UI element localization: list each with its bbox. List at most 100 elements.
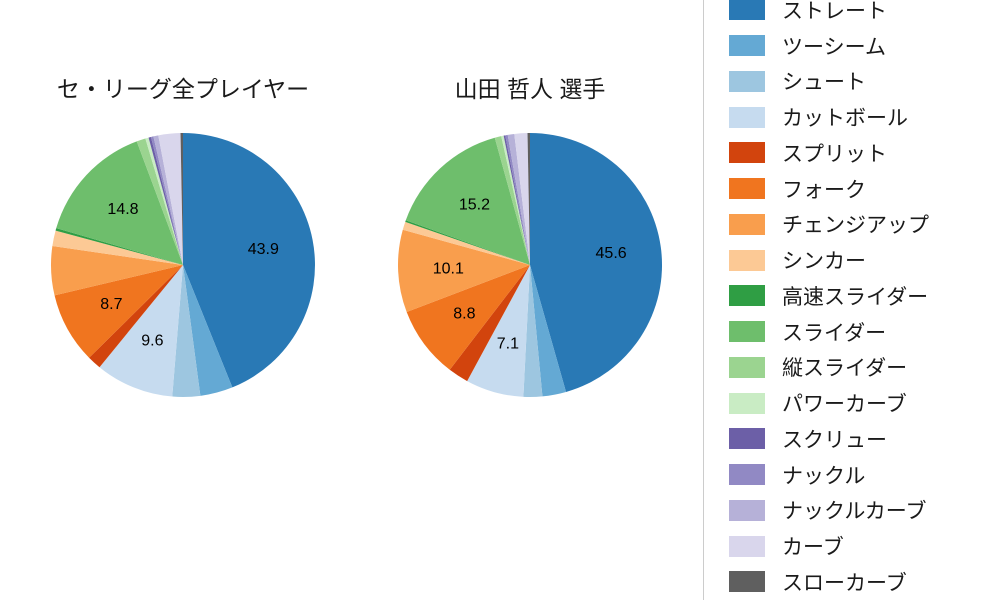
pie-slice-3: [99, 265, 183, 397]
pie-value-label: 45.6: [596, 245, 627, 262]
legend-swatch-icon: [729, 70, 765, 92]
pie-slice-5: [406, 265, 530, 370]
legend-item: ツーシーム: [729, 28, 999, 64]
pie-value-label: 15.2: [459, 197, 490, 214]
legend-swatch-icon: [729, 499, 765, 521]
legend-item: シンカー: [729, 242, 999, 278]
legend-label: パワーカーブ: [782, 393, 907, 417]
chart-title-player: 山田 哲人 選手: [454, 76, 606, 102]
pie-value-label: 9.6: [141, 332, 163, 349]
legend-item: ナックル: [729, 457, 999, 493]
pie-slice-11: [501, 135, 530, 265]
pie-slice-10: [136, 138, 183, 265]
legend-swatch-icon: [729, 35, 765, 57]
pie-slice-8: [405, 220, 530, 265]
legend-swatch-icon: [729, 0, 765, 21]
pie-slice-3: [467, 265, 530, 397]
pie-slice-7: [52, 230, 183, 265]
pie-slice-4: [89, 265, 183, 368]
pie-slice-15: [514, 133, 530, 265]
pie-slice-14: [153, 135, 183, 265]
pie-value-label: 43.9: [248, 241, 279, 258]
legend-item: パワーカーブ: [729, 385, 999, 421]
legend-item: カットボール: [729, 99, 999, 135]
legend-swatch-icon: [729, 249, 765, 271]
legend-swatch-icon: [729, 392, 765, 414]
pie-slice-0: [183, 133, 315, 388]
pie-value-label: 14.8: [107, 201, 138, 218]
legend-item: スクリュー: [729, 421, 999, 457]
legend-item: スローカーブ: [729, 564, 999, 600]
pie-slice-1: [183, 265, 233, 396]
pie-slice-0: [530, 133, 663, 392]
pie-slice-11: [145, 137, 183, 265]
pie-slice-8: [55, 228, 183, 265]
legend-label: 縦スライダー: [782, 357, 908, 381]
legend-label: スローカーブ: [782, 571, 907, 595]
legend-label: ナックルカーブ: [782, 500, 927, 524]
pie-slice-6: [398, 229, 530, 313]
legend-label: スライダー: [782, 321, 887, 345]
pie-slice-13: [150, 136, 183, 265]
legend-item: フォーク: [729, 171, 999, 207]
pie-slice-16: [527, 132, 530, 265]
pie-slice-1: [530, 265, 567, 397]
legend-swatch-icon: [729, 213, 765, 235]
legend-swatch-icon: [729, 285, 765, 307]
legend-swatch-icon: [729, 428, 765, 450]
legend-label: ストレート: [782, 0, 887, 23]
legend-label: カーブ: [782, 536, 844, 560]
pie-chart-league: 43.9 9.6 8.7 14.8: [51, 132, 315, 397]
legend-label: チェンジアップ: [782, 214, 929, 238]
pie-slice-16: [180, 132, 183, 265]
legend-label: ツーシーム: [782, 35, 886, 59]
pie-value-label: 10.1: [433, 260, 464, 277]
chart-title-league: セ・リーグ全プレイヤー: [56, 76, 310, 102]
pie-slice-6: [51, 245, 184, 296]
pie-value-label: 8.7: [100, 296, 122, 313]
pie-slice-10: [494, 136, 530, 265]
pie-slice-15: [158, 133, 183, 265]
pie-slice-2: [523, 265, 543, 397]
pie-slice-12: [503, 135, 530, 265]
legend-label: スプリット: [782, 142, 887, 166]
legend-label: カットボール: [782, 107, 908, 131]
legend-label: フォーク: [782, 178, 866, 202]
legend-label: シュート: [782, 71, 866, 95]
legend-item: 縦スライダー: [729, 350, 999, 386]
legend-item: チェンジアップ: [729, 207, 999, 243]
legend-swatch-icon: [729, 321, 765, 343]
pie-slice-7: [402, 221, 530, 265]
legend-item: スプリット: [729, 135, 999, 171]
pie-slice-2: [172, 265, 201, 397]
pie-slice-5: [54, 265, 183, 358]
pie-slice-14: [507, 133, 530, 265]
legend-item: ストレート: [729, 0, 999, 28]
pie-chart-player: 45.6 7.1 8.8 10.1 15.2: [398, 132, 663, 397]
legend-label: シンカー: [782, 250, 866, 274]
pie-slice-13: [505, 134, 530, 265]
pie-value-label: 8.8: [453, 305, 475, 322]
legend-swatch-icon: [729, 571, 765, 593]
legend-label: 高速スライダー: [782, 285, 929, 309]
legend-swatch-icon: [729, 142, 765, 164]
legend: ストレートツーシームシュートカットボール スプリットフォークチェンジアップ シンカー…: [729, 0, 999, 600]
legend-item: 高速スライダー: [729, 278, 999, 314]
legend-swatch-icon: [729, 535, 765, 557]
legend-item: シュート: [729, 64, 999, 100]
legend-swatch-icon: [729, 356, 765, 378]
legend-label: ナックル: [782, 464, 866, 488]
pie-slice-9: [405, 137, 530, 265]
pie-slice-4: [449, 265, 530, 382]
legend-swatch-icon: [729, 178, 765, 200]
legend-item: ナックルカーブ: [729, 493, 999, 529]
pie-value-label: 7.1: [497, 335, 519, 352]
legend-swatch-icon: [729, 106, 765, 128]
legend-swatch-icon: [729, 464, 765, 486]
legend-item: スライダー: [729, 314, 999, 350]
legend-label: スクリュー: [782, 428, 887, 452]
pie-slice-9: [56, 141, 183, 265]
pie-slice-12: [148, 136, 183, 265]
legend-item: カーブ: [729, 528, 999, 564]
